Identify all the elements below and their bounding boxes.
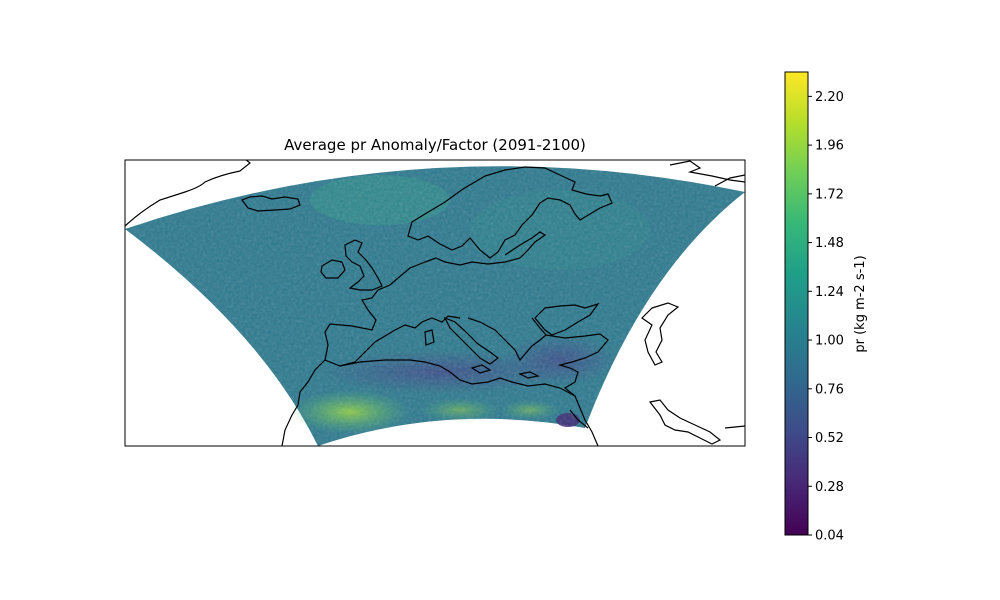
coast-north-africa	[339, 359, 599, 446]
coast-greenland	[125, 160, 251, 227]
colorbar-tick-label: 0.04	[815, 529, 844, 544]
colorbar-tick-label: 0.76	[815, 382, 844, 397]
colorbar-tick-label: 1.24	[815, 285, 844, 300]
colorbar-tick-label: 0.52	[815, 431, 844, 446]
colorbar: 0.04 0.28 0.52 0.76 1.00 1.24 1.48 1.72 1.96 2.20…	[784, 71, 868, 544]
coast-iceland	[241, 195, 301, 212]
coast-turkey-levant	[545, 333, 609, 397]
coast-sicily	[470, 364, 492, 374]
coast-west-africa	[281, 359, 326, 446]
coast-western-europe	[324, 257, 461, 367]
colorbar-tick-label: 1.72	[815, 187, 844, 202]
colorbar-tick-label: 0.28	[815, 480, 844, 495]
coast-crete	[518, 371, 540, 379]
coast-black-sea	[534, 302, 600, 336]
coast-baltic	[435, 231, 547, 266]
colorbar-tick-label: 1.48	[815, 236, 844, 251]
colorbar-frame	[784, 71, 809, 536]
colorbar-gradient	[785, 72, 808, 535]
coast-arabian-sea	[724, 425, 745, 429]
coast-novaya-zemlya	[714, 174, 745, 187]
coast-caspian	[641, 302, 680, 366]
coast-ireland	[320, 259, 346, 279]
coast-italy	[443, 316, 499, 365]
coast-persian-gulf	[648, 399, 722, 445]
coast-scandinavia	[407, 166, 613, 259]
colorbar-label: pr (kg m-2 s-1)	[853, 255, 868, 352]
axes-frame	[124, 159, 746, 447]
coast-great-britain	[344, 239, 383, 291]
colorbar-tick-label: 2.20	[815, 90, 844, 105]
coast-corsica-sardinia	[424, 329, 435, 346]
coastlines	[125, 160, 745, 446]
coast-arctic-russia	[669, 160, 745, 183]
data-field	[125, 166, 745, 446]
colorbar-ticks: 0.04 0.28 0.52 0.76 1.00 1.24 1.48 1.72 1.96 2.20	[808, 90, 844, 544]
coast-red-sea	[569, 409, 589, 429]
plot-title: Average pr Anomaly/Factor (2091-2100)	[284, 136, 586, 154]
coast-balkans	[467, 317, 547, 362]
colorbar-tick-label: 1.00	[815, 334, 844, 349]
colorbar-tick-label: 1.96	[815, 139, 844, 154]
